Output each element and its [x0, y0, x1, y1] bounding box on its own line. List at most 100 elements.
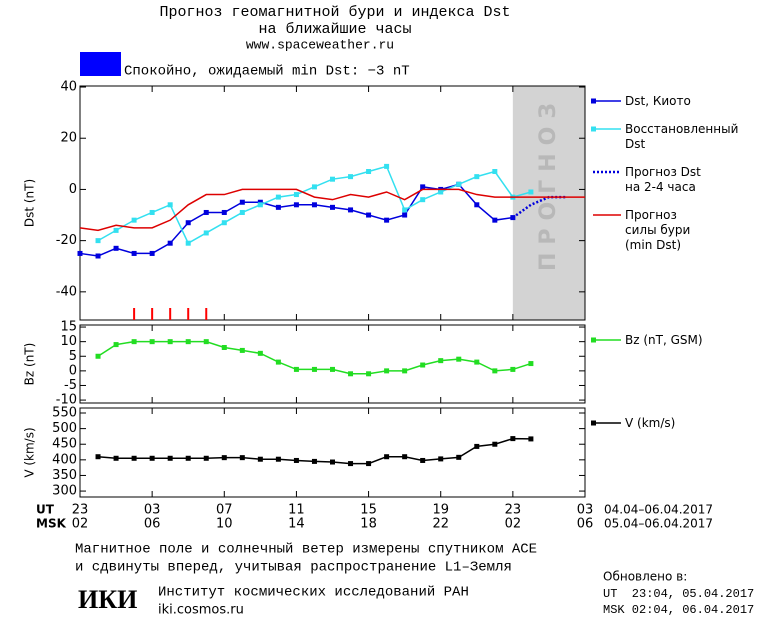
point	[348, 174, 354, 180]
forecast-label: ПРОГНОЗ	[536, 95, 561, 271]
legend-swatch	[591, 337, 596, 343]
point	[239, 209, 245, 215]
x2-tick-label: 14	[288, 517, 305, 532]
point	[456, 181, 462, 187]
x2-tick-label: 06	[577, 517, 594, 532]
point	[275, 194, 281, 200]
x-tick-label: 23	[505, 503, 522, 518]
point	[185, 455, 191, 461]
y-tick-label: 10	[60, 334, 77, 349]
point	[456, 356, 462, 362]
point	[311, 458, 317, 464]
x-tick-label: 03	[577, 503, 594, 518]
point	[203, 209, 209, 215]
x2-tick-label: 02	[72, 517, 89, 532]
point	[366, 371, 372, 377]
updated: UT 23:04, 05.04.2017	[603, 587, 754, 601]
point	[149, 250, 155, 256]
series-line	[79, 188, 585, 232]
point	[131, 339, 137, 345]
panel-frame	[79, 85, 586, 321]
point	[95, 253, 101, 259]
point	[167, 240, 173, 246]
y-axis-label: V (km/s)	[23, 427, 37, 477]
point	[221, 455, 227, 461]
point	[384, 368, 390, 374]
point	[492, 217, 498, 223]
point	[149, 339, 155, 345]
note: Магнитное поле и солнечный ветер измерен…	[75, 541, 537, 558]
point	[348, 207, 354, 213]
point	[203, 455, 209, 461]
x2-tick-label: 10	[216, 517, 233, 532]
point	[438, 189, 444, 195]
point	[402, 454, 408, 460]
date-range: 05.04–06.04.2017	[604, 517, 713, 531]
y-tick-label: 300	[52, 484, 77, 499]
point	[257, 350, 263, 356]
url: www.spaceweather.ru	[246, 37, 394, 52]
point	[402, 368, 408, 374]
logo: ИКИ	[78, 585, 137, 614]
panel-frame	[79, 324, 586, 404]
point	[113, 245, 119, 251]
point	[420, 457, 426, 463]
point	[384, 217, 390, 223]
point	[366, 212, 372, 218]
point	[510, 366, 516, 372]
x2-tick-label: 02	[505, 517, 522, 532]
point	[113, 455, 119, 461]
point	[113, 227, 119, 233]
x-tick-label: 19	[432, 503, 449, 518]
site: iki.cosmos.ru	[158, 603, 244, 618]
point	[239, 455, 245, 461]
point	[420, 184, 426, 190]
point	[311, 202, 317, 208]
point	[221, 209, 227, 215]
point	[402, 212, 408, 218]
y-tick-label: -40	[56, 284, 77, 299]
point	[203, 339, 209, 345]
y-tick-label: 0	[69, 363, 77, 378]
y-axis-label: Dst (nT)	[23, 179, 37, 227]
institute: Институт космических исследований РАН	[158, 584, 469, 601]
x-row-label: UT	[36, 503, 55, 517]
point	[384, 163, 390, 169]
point	[293, 366, 299, 372]
point	[185, 220, 191, 226]
legend-label: Bz (nT, GSM)	[625, 333, 703, 347]
x2-tick-label: 22	[432, 517, 449, 532]
forecast-zone	[512, 86, 585, 320]
note: и сдвинуты вперед, учитывая распростране…	[75, 560, 512, 576]
point	[239, 199, 245, 205]
point	[330, 459, 335, 465]
point	[185, 240, 191, 246]
y-tick-label: 5	[69, 349, 77, 364]
title: Прогноз геомагнитной бури и индекса Dst	[159, 4, 510, 21]
y-axis-label: Bz (nT)	[23, 343, 37, 386]
point	[348, 371, 354, 377]
point	[167, 455, 173, 461]
status-text: Спокойно, ожидаемый min Dst: −3 nT	[124, 63, 410, 80]
point	[510, 436, 516, 442]
legend-label: Восстановленный Dst	[625, 122, 739, 151]
x2-tick-label: 18	[360, 517, 377, 532]
legend-swatch	[591, 98, 596, 104]
point	[420, 197, 426, 203]
point	[492, 169, 498, 175]
legend-label: V (km/s)	[625, 416, 676, 430]
x2-tick-label: 06	[144, 517, 161, 532]
point	[95, 353, 101, 359]
point	[293, 192, 299, 198]
point	[275, 204, 281, 210]
y-tick-label: -20	[56, 233, 77, 248]
point	[438, 358, 444, 364]
y-tick-label: 500	[52, 421, 77, 436]
point	[239, 347, 245, 353]
y-tick-label: -5	[64, 378, 77, 393]
y-tick-label: 40	[60, 80, 77, 95]
point	[275, 359, 281, 365]
point	[528, 361, 534, 367]
